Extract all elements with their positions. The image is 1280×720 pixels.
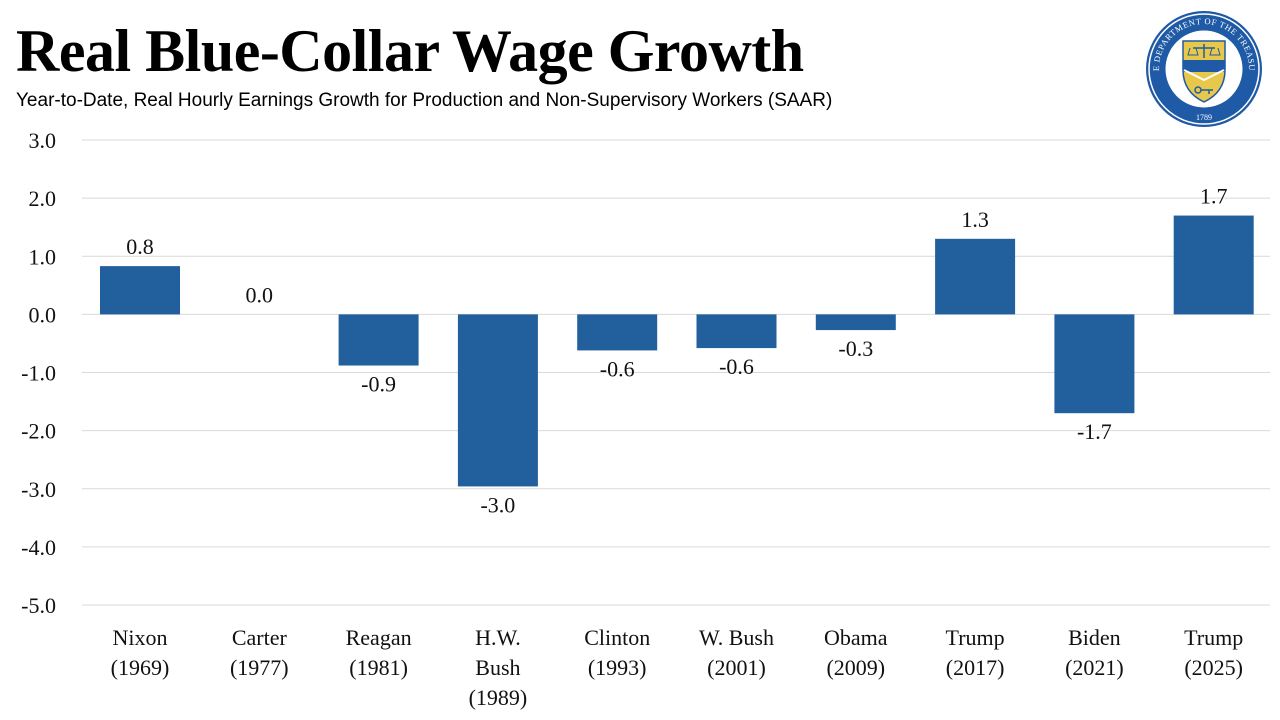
data-label: 1.3 <box>961 207 989 232</box>
y-tick-label: 2.0 <box>29 186 57 211</box>
x-tick-label: H.W. Bush (1989) <box>469 625 528 710</box>
x-tick-label: Biden (2021) <box>1065 625 1124 680</box>
y-tick-label: -1.0 <box>21 361 56 386</box>
y-axis: 3.0 2.0 1.0 0.0 -1.0 -2.0 -3.0 -4.0 -5.0 <box>21 128 56 618</box>
bar <box>697 314 777 348</box>
data-label: 1.7 <box>1200 184 1228 209</box>
x-tick-label: Nixon (1969) <box>111 625 170 680</box>
y-tick-label: -3.0 <box>21 477 56 502</box>
bar <box>458 314 538 486</box>
data-label: -1.7 <box>1077 419 1112 444</box>
y-tick-label: -5.0 <box>21 593 56 618</box>
bar <box>339 314 419 365</box>
y-tick-label: -2.0 <box>21 419 56 444</box>
x-axis: Nixon (1969) Carter (1977) Reagan (1981) H.W. B… <box>111 625 1244 710</box>
x-tick-label: Trump (2025) <box>1184 625 1243 680</box>
bar <box>100 266 180 314</box>
x-tick-label: W. Bush (2001) <box>699 625 774 680</box>
y-tick-label: 1.0 <box>29 244 57 269</box>
x-tick-label: Clinton (1993) <box>584 625 650 680</box>
x-tick-label: Carter (1977) <box>230 625 289 680</box>
data-label: -3.0 <box>480 492 515 517</box>
data-label: -0.6 <box>600 356 635 381</box>
x-tick-label: Obama (2009) <box>824 625 888 680</box>
y-tick-label: 0.0 <box>29 302 57 327</box>
bar <box>577 314 657 350</box>
y-tick-label: 3.0 <box>29 128 57 153</box>
bar <box>935 239 1015 315</box>
y-tick-label: -4.0 <box>21 535 56 560</box>
data-label: -0.9 <box>361 372 396 397</box>
x-tick-label: Trump (2017) <box>946 625 1005 680</box>
bar-chart: 3.0 2.0 1.0 0.0 -1.0 -2.0 -3.0 -4.0 -5.0 0.8 0.0 -… <box>0 0 1280 720</box>
data-label: 0.0 <box>246 282 274 307</box>
bar <box>1174 216 1254 315</box>
data-label: -0.6 <box>719 354 754 379</box>
data-label: -0.3 <box>838 336 873 361</box>
data-label: 0.8 <box>126 234 154 259</box>
bar <box>816 314 896 330</box>
x-tick-label: Reagan (1981) <box>346 625 412 680</box>
bar <box>1054 314 1134 413</box>
